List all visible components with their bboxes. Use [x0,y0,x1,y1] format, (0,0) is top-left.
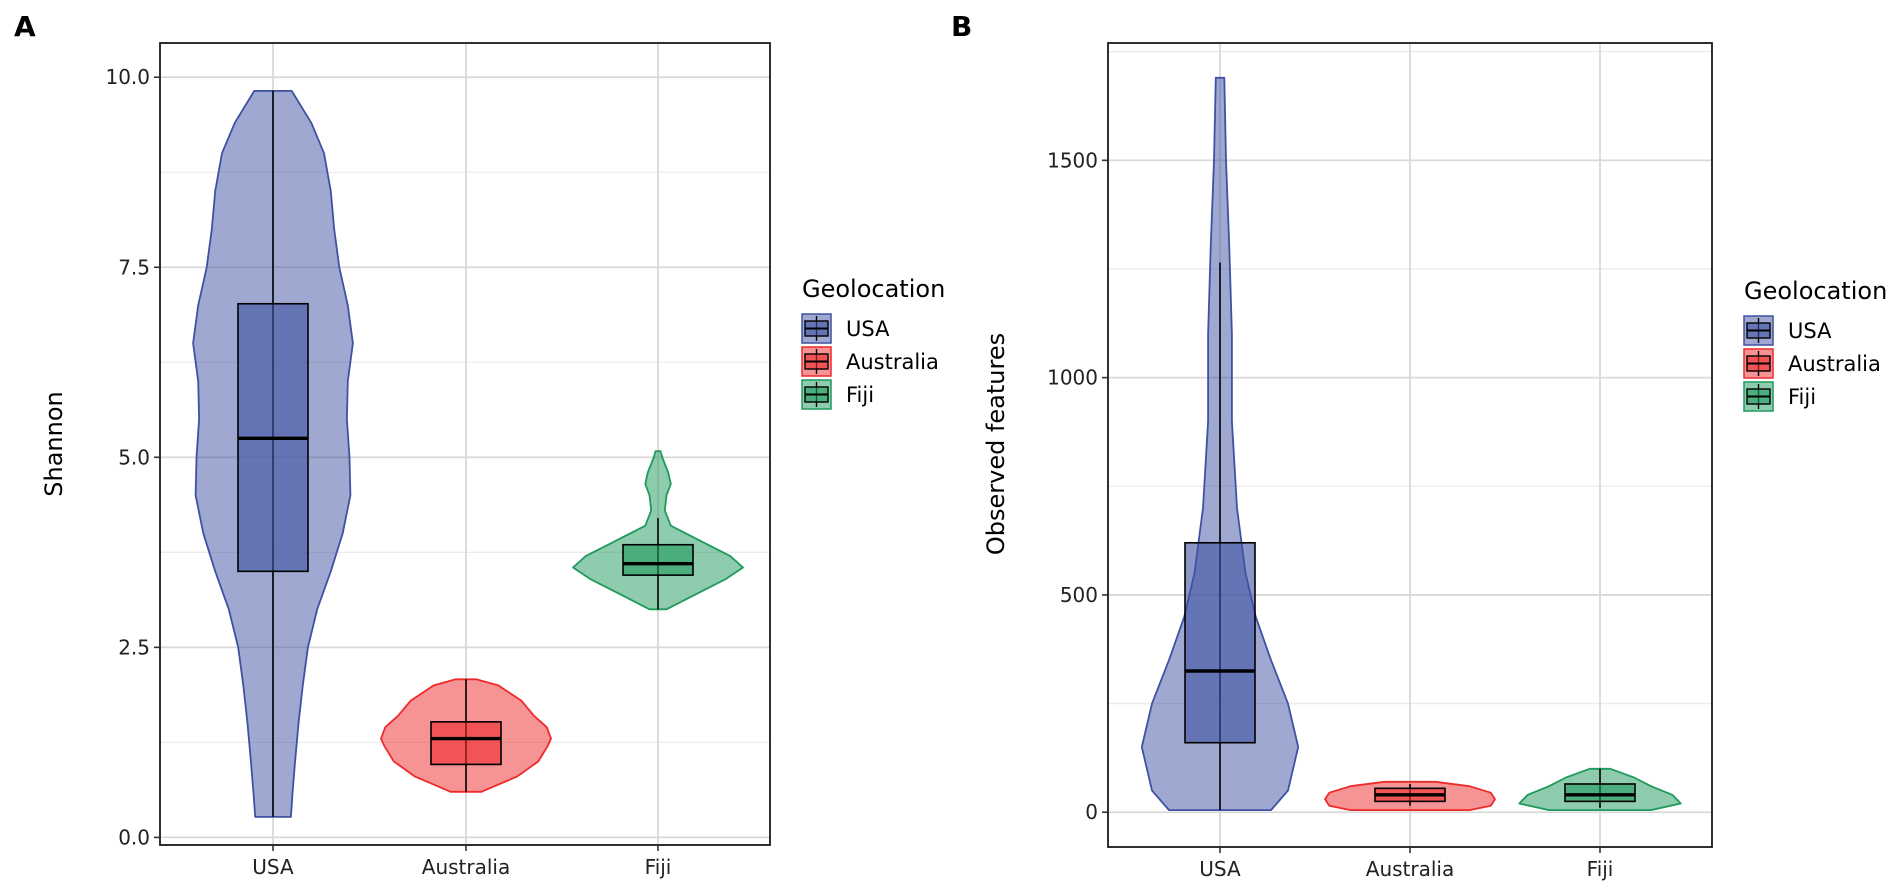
x-tick-label: Fiji [1587,857,1614,881]
y-tick-label: 1000 [1047,366,1098,390]
legend-label: Fiji [846,383,874,407]
panel-B: B 0 500 1000 1500 USA Australia Fiji Observed fe… [951,10,1887,881]
panel-A: A 0.0 2.5 5.0 7.5 10.0 USA Australia Fiji Shannon… [14,10,945,879]
legend-title: Geolocation [802,275,945,303]
x-tick-label: Australia [422,855,510,879]
y-tick-label: 5.0 [118,445,150,469]
x-tick-label: USA [1199,857,1241,881]
legend-key-fiji: Fiji [1743,381,1816,412]
legend-key-fiji: Fiji [801,379,874,410]
box [622,543,694,576]
legend-key-australia: Australia [801,346,939,377]
legend-label: USA [846,317,890,341]
legend: Geolocation USA Australia Fiji [1743,277,1887,412]
x-tick-label: Fiji [645,855,672,879]
panel-label: B [951,10,972,43]
y-tick-label: 10.0 [105,65,150,89]
violin-group-usa [192,90,354,818]
legend-key-usa: USA [1743,315,1832,346]
y-axis-title: Shannon [40,391,68,496]
y-tick-label: 0 [1085,800,1098,824]
legend-label: Fiji [1788,385,1816,409]
y-axis-title: Observed features [982,333,1010,555]
y-tick-label: 0.0 [118,825,150,849]
violin-group-australia [1324,780,1496,811]
y-tick-label: 1500 [1047,148,1098,172]
box [1564,783,1636,803]
violin-group-australia [380,678,552,793]
box [430,721,502,766]
x-tick-label: USA [252,855,294,879]
panel-label: A [14,10,36,43]
legend: Geolocation USA Australia Fiji [801,275,945,410]
y-tick-label: 7.5 [118,255,150,279]
legend-key-australia: Australia [1743,348,1881,379]
legend-label: Australia [846,350,939,374]
violin-group-fiji [1518,767,1682,811]
legend-key-usa: USA [801,313,890,344]
legend-label: USA [1788,319,1832,343]
box [1184,541,1256,744]
violin-group-usa [1140,76,1300,811]
legend-label: Australia [1788,352,1881,376]
violin-group-fiji [572,450,744,611]
y-tick-label: 500 [1060,583,1098,607]
legend-title: Geolocation [1744,277,1887,305]
x-tick-label: Australia [1366,857,1454,881]
y-tick-label: 2.5 [118,635,150,659]
panel-border [159,42,771,846]
